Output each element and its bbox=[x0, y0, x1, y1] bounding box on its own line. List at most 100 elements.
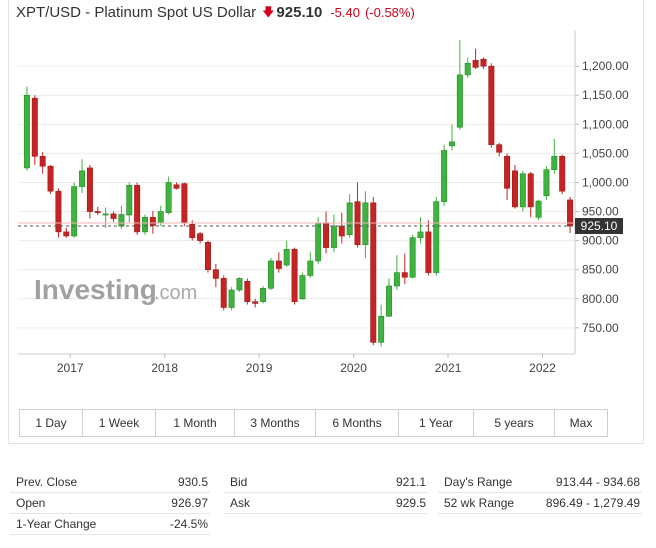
candle-body bbox=[456, 74, 463, 128]
down-arrow-icon: 🡇 bbox=[262, 5, 275, 19]
range-button-1-day[interactable]: 1 Day bbox=[20, 410, 83, 436]
stat-value: 926.97 bbox=[171, 496, 208, 510]
candle bbox=[393, 255, 400, 291]
y-tick-label: 1,000.00 bbox=[582, 175, 629, 189]
range-button-5-years[interactable]: 5 years bbox=[474, 410, 555, 436]
x-axis: 2017 2018 2019 2020 2021 2022 bbox=[57, 354, 556, 375]
stat-label: Bid bbox=[230, 475, 248, 489]
range-button-max[interactable]: Max bbox=[569, 416, 593, 430]
candle-body bbox=[496, 144, 503, 153]
current-price-tag bbox=[575, 218, 623, 235]
candle bbox=[165, 176, 172, 215]
price-chart[interactable]: Investing .com 925.10 750.00 800.00 850.00… bbox=[0, 0, 656, 400]
candle-body bbox=[71, 186, 78, 237]
candle-body bbox=[220, 278, 227, 308]
candle bbox=[299, 272, 306, 300]
watermark-suffix: .com bbox=[154, 282, 197, 304]
candle-body bbox=[519, 173, 526, 208]
candle-body bbox=[472, 60, 479, 68]
candle bbox=[110, 211, 117, 223]
candle bbox=[401, 253, 408, 285]
candle-body bbox=[323, 222, 330, 248]
candle bbox=[535, 199, 542, 221]
candle-body bbox=[267, 260, 274, 289]
stat-label: 52 wk Range bbox=[444, 496, 515, 510]
candle-body bbox=[173, 184, 180, 189]
candle bbox=[362, 191, 369, 259]
candle-body bbox=[527, 173, 534, 208]
candle bbox=[236, 277, 243, 292]
candle-body bbox=[165, 182, 172, 214]
candle-body bbox=[63, 231, 70, 237]
candle bbox=[149, 210, 156, 234]
candle bbox=[86, 165, 93, 219]
candle-body bbox=[149, 217, 156, 226]
stats-column-1: Prev. Close 930.5 Open 926.97 1-Year Chang… bbox=[10, 472, 210, 535]
stat-label: Prev. Close bbox=[16, 475, 78, 489]
time-range-selector: 1 Day 1 Week 1 Month 3 Months 6 Months 1 Year… bbox=[19, 409, 608, 437]
candle bbox=[480, 57, 487, 70]
x-tick-label: 2021 bbox=[435, 361, 462, 375]
candle-body bbox=[205, 242, 211, 270]
candle-body bbox=[330, 225, 337, 248]
stats-column-3: Day's Range 913.44 - 934.68 52 wk Range 89… bbox=[438, 472, 642, 514]
candle-body bbox=[39, 155, 46, 167]
candle-body bbox=[393, 272, 400, 287]
candle bbox=[189, 220, 196, 241]
range-button-3-months[interactable]: 3 Months bbox=[235, 410, 316, 436]
candle-body bbox=[551, 155, 558, 170]
range-button-1-month[interactable]: 1 Month bbox=[156, 410, 235, 436]
candle-body bbox=[386, 285, 392, 317]
candle bbox=[118, 205, 125, 229]
range-button-1-week[interactable]: 1 Week bbox=[83, 410, 156, 436]
candle bbox=[346, 194, 353, 238]
stat-value: 896.49 - 1,279.49 bbox=[545, 496, 640, 510]
price-change: -5.40 bbox=[330, 5, 360, 20]
candle-body bbox=[79, 170, 86, 187]
y-tick-label: 950.00 bbox=[582, 205, 619, 219]
candle-body bbox=[275, 260, 282, 269]
watermark-brand: Investing bbox=[34, 274, 157, 305]
candle-body bbox=[189, 224, 196, 239]
candle-body bbox=[315, 222, 322, 262]
candle bbox=[181, 182, 188, 227]
candle bbox=[378, 304, 385, 347]
candle bbox=[472, 48, 479, 70]
candle bbox=[267, 258, 274, 291]
candle bbox=[496, 142, 503, 157]
candle-body bbox=[480, 58, 487, 67]
y-axis: 750.00 800.00 850.00 900.00 950.00 1,000.00 1,… bbox=[575, 59, 629, 335]
candle-body bbox=[567, 199, 574, 227]
candle-body bbox=[252, 301, 259, 304]
candle-body bbox=[291, 249, 298, 302]
x-tick-label: 2018 bbox=[151, 361, 178, 375]
candle bbox=[425, 220, 432, 276]
candle-body bbox=[283, 249, 290, 266]
candle bbox=[449, 124, 455, 151]
y-tick-label: 1,050.00 bbox=[582, 146, 629, 160]
stat-label: Ask bbox=[230, 496, 251, 510]
candle-body bbox=[299, 275, 306, 300]
candle bbox=[134, 182, 141, 235]
x-tick-label: 2017 bbox=[57, 361, 84, 375]
y-tick-label: 900.00 bbox=[582, 234, 619, 248]
candle bbox=[567, 197, 574, 234]
candle bbox=[252, 298, 259, 308]
candle bbox=[31, 95, 38, 166]
candle-body bbox=[197, 233, 204, 241]
candle bbox=[456, 40, 463, 131]
range-button-6-months[interactable]: 6 Months bbox=[316, 410, 399, 436]
stat-row-1y-change: 1-Year Change -24.5% bbox=[10, 514, 210, 535]
candle-body bbox=[94, 211, 101, 213]
candle-body bbox=[409, 237, 416, 278]
stat-label: Day's Range bbox=[444, 475, 513, 489]
candle-body bbox=[47, 165, 54, 192]
candle bbox=[126, 182, 133, 223]
candle-body bbox=[228, 289, 235, 308]
stat-value: -24.5% bbox=[169, 517, 208, 531]
x-tick-label: 2020 bbox=[340, 361, 367, 375]
stat-row-ask: Ask 929.5 bbox=[224, 493, 428, 514]
candle-body bbox=[55, 190, 62, 233]
range-button-1-year[interactable]: 1 Year bbox=[399, 410, 474, 436]
last-price: 925.10 bbox=[276, 4, 323, 21]
